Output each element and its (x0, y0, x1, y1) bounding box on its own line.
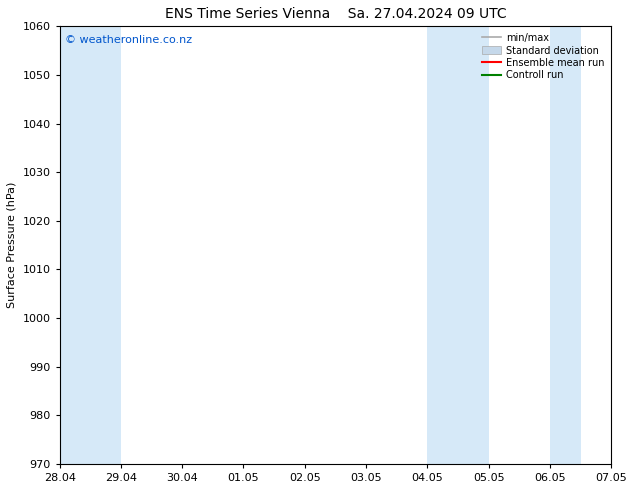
Title: ENS Time Series Vienna    Sa. 27.04.2024 09 UTC: ENS Time Series Vienna Sa. 27.04.2024 09… (165, 7, 506, 21)
Bar (550, 26, 581, 464)
Text: © weatheronline.co.nz: © weatheronline.co.nz (65, 35, 192, 45)
Y-axis label: Surface Pressure (hPa): Surface Pressure (hPa) (7, 182, 17, 308)
Bar (427, 26, 489, 464)
Bar (611, 26, 634, 464)
Legend: min/max, Standard deviation, Ensemble mean run, Controll run: min/max, Standard deviation, Ensemble me… (480, 31, 606, 82)
Bar (60, 26, 121, 464)
